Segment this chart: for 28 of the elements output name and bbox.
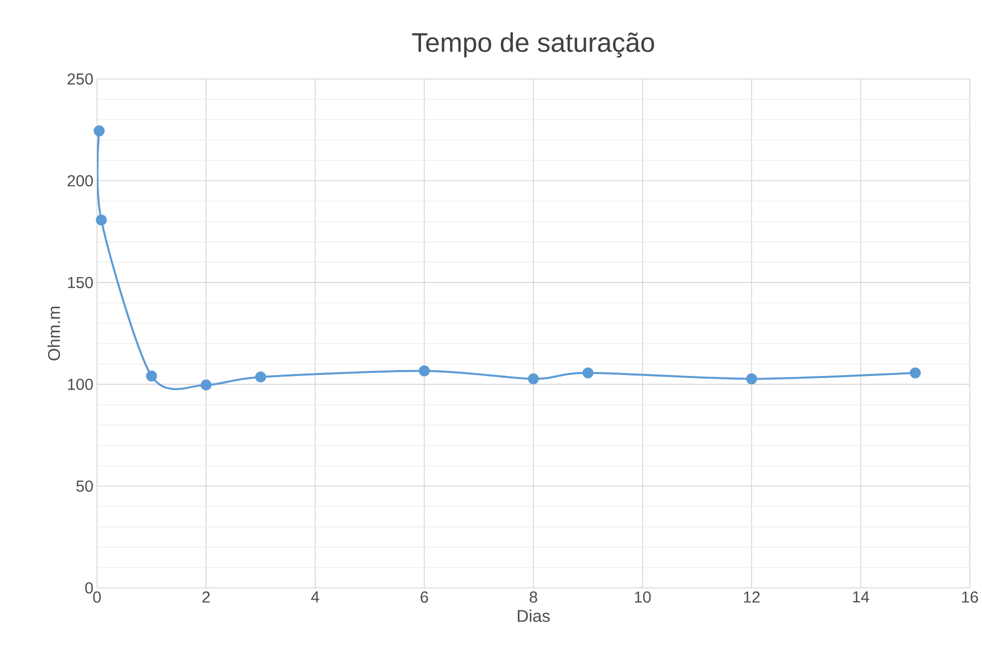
point [418,365,430,376]
point [255,372,266,383]
point [96,214,107,226]
y-tick-label: 200 [68,175,93,186]
point [200,380,212,390]
point [746,373,758,384]
point [528,373,539,384]
point [910,368,921,378]
x-tick-label: 0 [93,591,101,603]
x-tick-label: 16 [962,591,978,603]
x-tick-label: 4 [311,591,320,602]
y-tick-label: 150 [68,276,93,288]
y-tick-label: 100 [68,378,93,390]
y-tick-label: 50 [76,480,93,492]
point [582,368,594,378]
point [94,125,105,136]
x-tick-label: 10 [634,591,651,603]
point [146,370,158,382]
x-tick-label: 12 [744,591,760,603]
y-tick-label: 250 [68,73,93,85]
y-tick-label: 0 [85,582,93,594]
x-tick-label: 6 [420,591,428,603]
x-axis-title: Dias [518,610,550,622]
y-axis-title: Ohm.m [48,306,60,360]
x-tick-label: 14 [853,591,870,602]
chart-title: Tempo de saturação [412,32,654,58]
x-tick-label: 8 [530,591,538,603]
x-tick-label: 2 [202,591,210,603]
